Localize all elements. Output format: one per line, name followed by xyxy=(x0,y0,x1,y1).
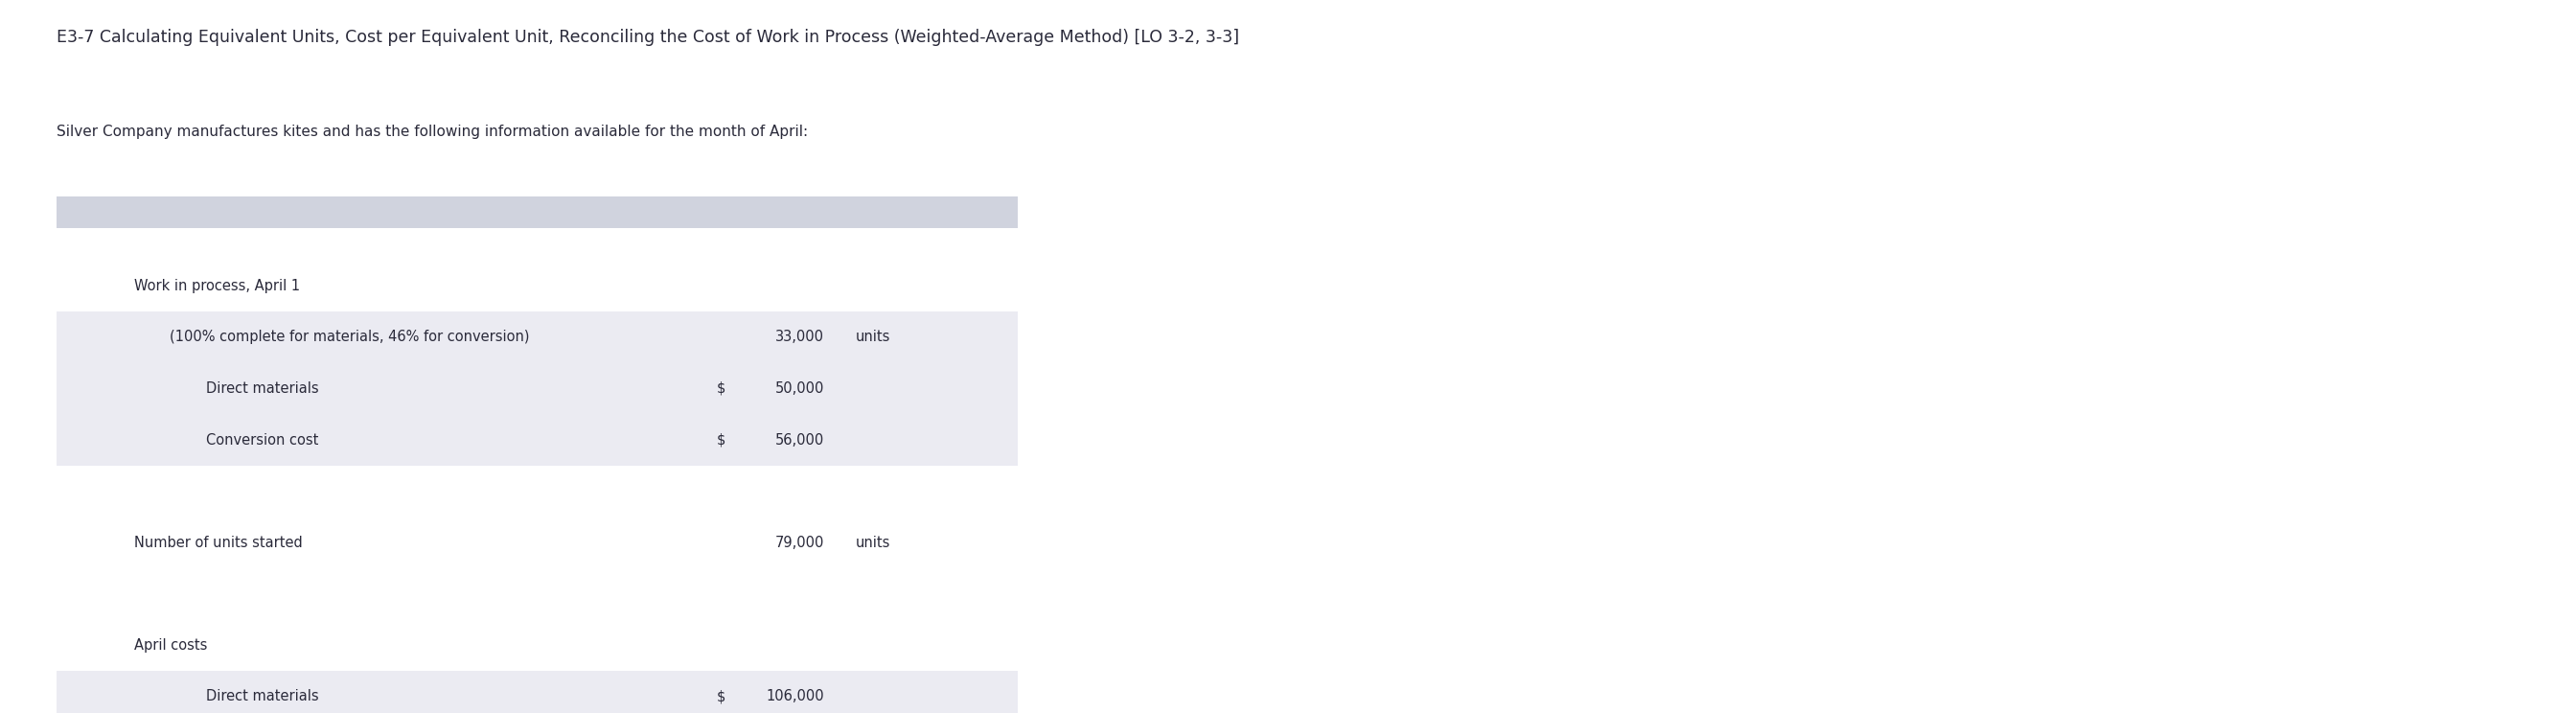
Bar xyxy=(57,568,1018,620)
Text: $: $ xyxy=(716,433,724,447)
Text: $: $ xyxy=(716,689,724,704)
Text: Work in process, April 1: Work in process, April 1 xyxy=(134,279,299,293)
Text: 56,000: 56,000 xyxy=(775,433,824,447)
Text: Silver Company manufactures kites and has the following information available fo: Silver Company manufactures kites and ha… xyxy=(57,125,809,139)
Bar xyxy=(57,620,1018,671)
Text: units: units xyxy=(855,330,891,344)
Bar xyxy=(57,517,1018,568)
Text: (100% complete for materials, 46% for conversion): (100% complete for materials, 46% for co… xyxy=(170,330,531,344)
Bar xyxy=(57,260,1018,312)
Text: 79,000: 79,000 xyxy=(775,535,824,550)
Bar xyxy=(57,312,1018,363)
Text: Direct materials: Direct materials xyxy=(206,689,319,704)
Text: Conversion cost: Conversion cost xyxy=(206,433,319,447)
Bar xyxy=(57,196,1018,228)
Text: Number of units started: Number of units started xyxy=(134,535,301,550)
Text: 50,000: 50,000 xyxy=(775,381,824,396)
Text: Direct materials: Direct materials xyxy=(206,381,319,396)
Bar xyxy=(57,671,1018,713)
Bar xyxy=(57,466,1018,517)
Text: units: units xyxy=(855,535,891,550)
Text: 33,000: 33,000 xyxy=(775,330,824,344)
Bar xyxy=(57,363,1018,414)
Text: $: $ xyxy=(716,381,724,396)
Text: E3-7 Calculating Equivalent Units, Cost per Equivalent Unit, Reconciling the Cos: E3-7 Calculating Equivalent Units, Cost … xyxy=(57,29,1239,46)
Text: April costs: April costs xyxy=(134,638,206,652)
Bar xyxy=(57,414,1018,466)
Text: 106,000: 106,000 xyxy=(765,689,824,704)
